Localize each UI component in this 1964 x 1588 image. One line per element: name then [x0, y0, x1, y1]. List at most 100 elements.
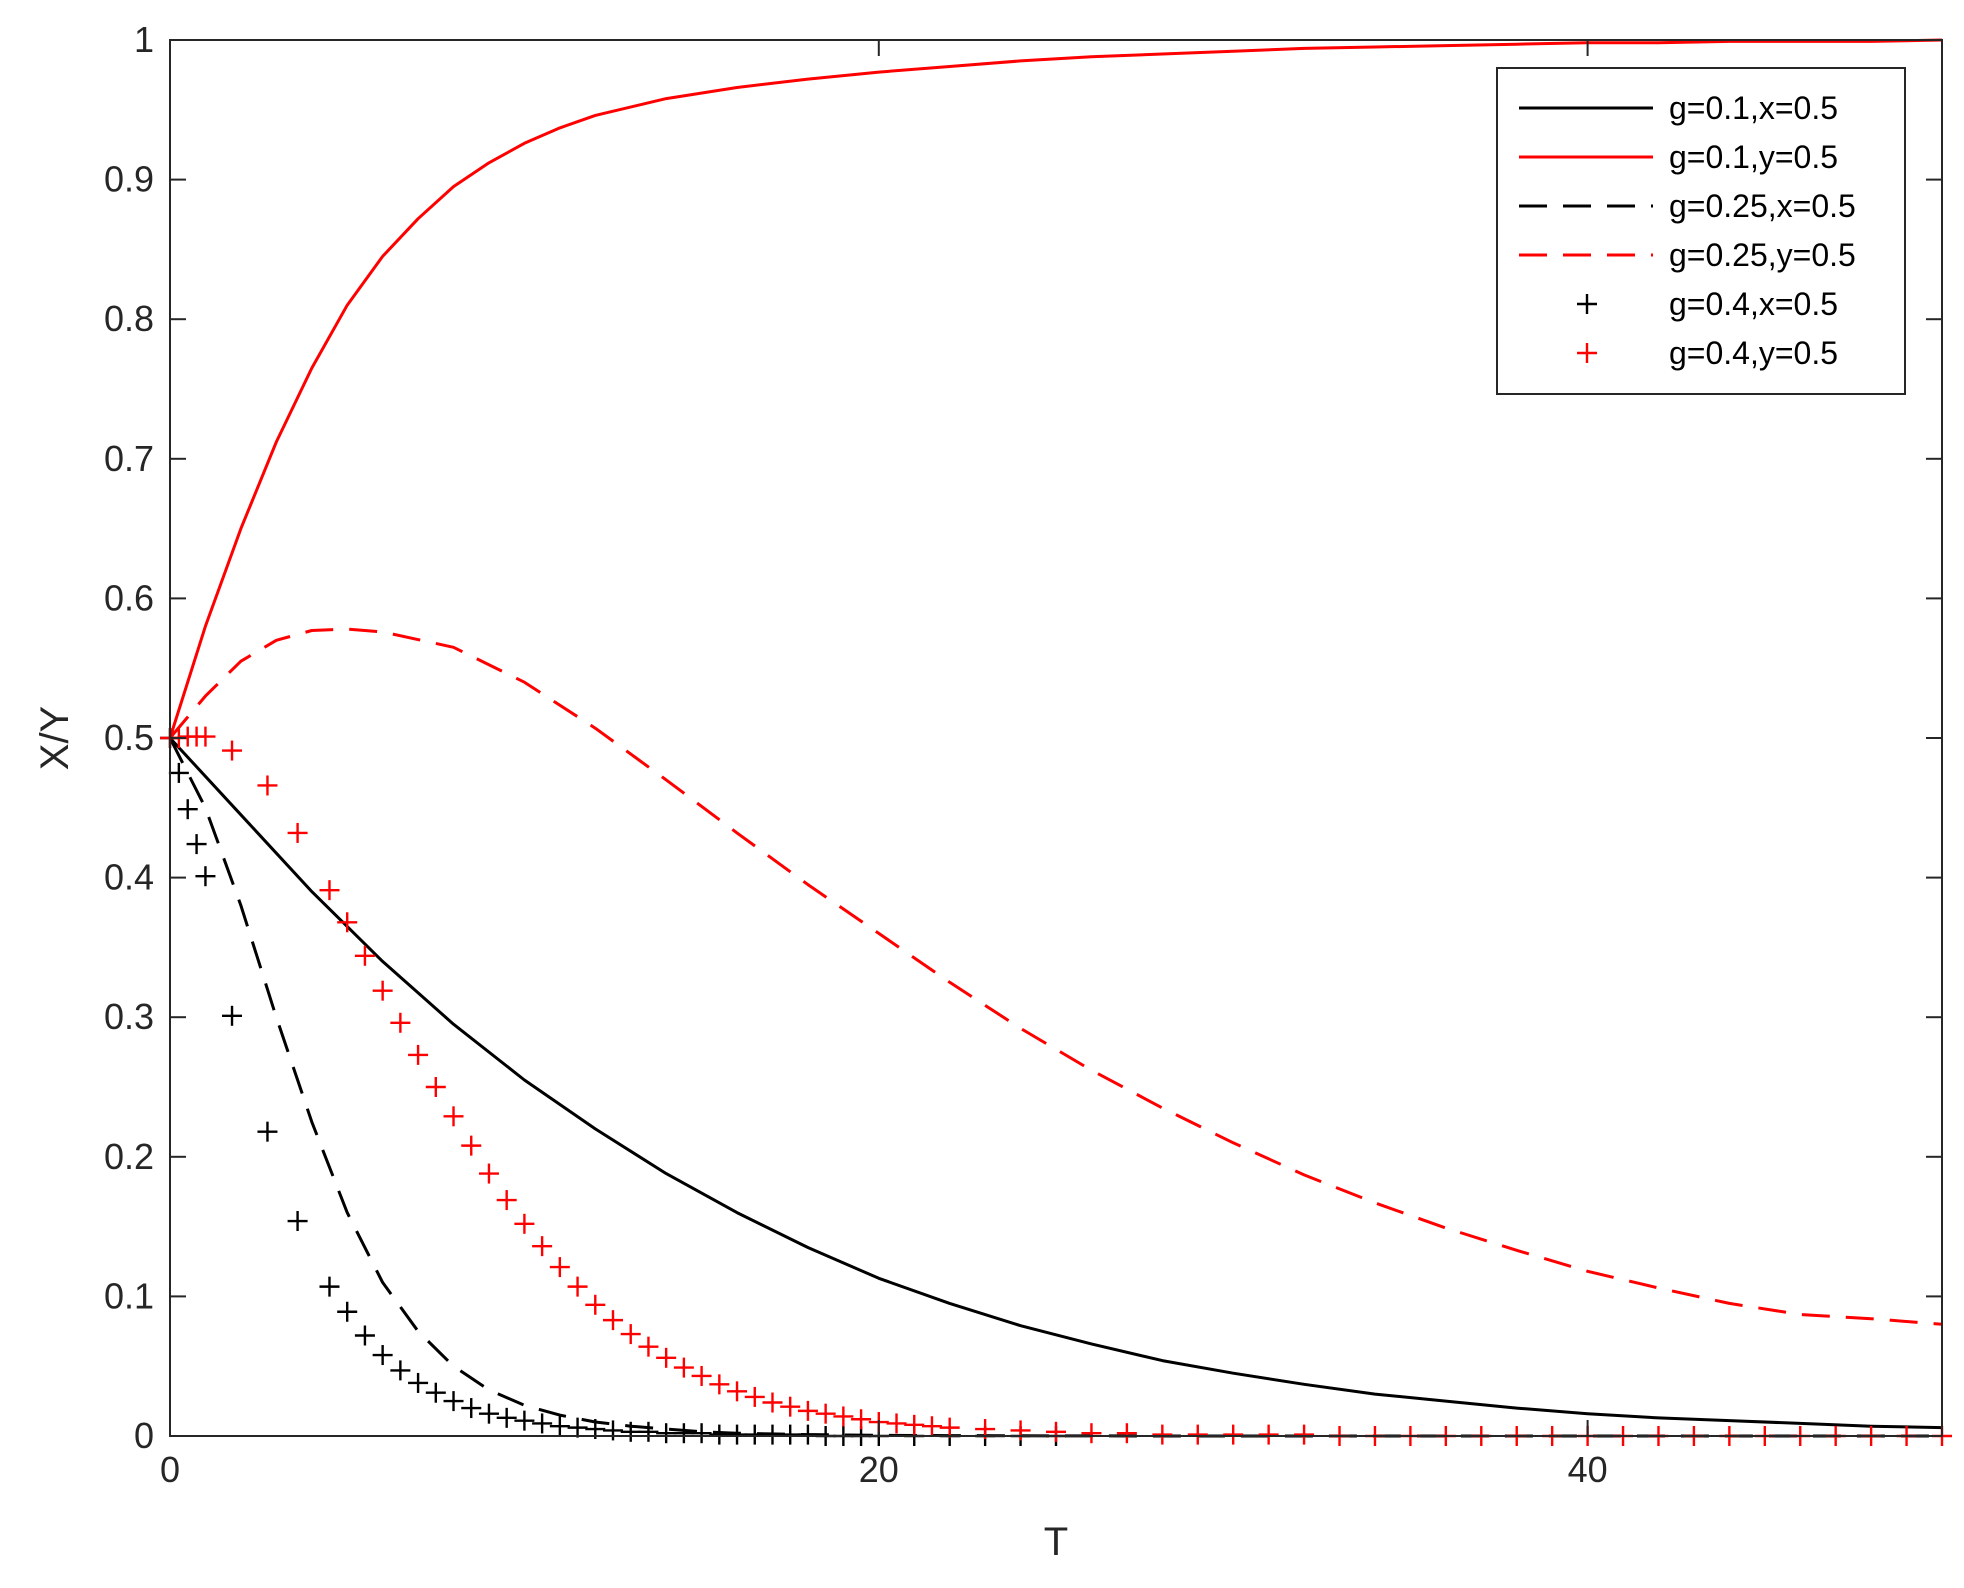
legend-label-6: g=0.4,y=0.5 — [1669, 335, 1838, 371]
y-tick-label-9: 0.8 — [104, 298, 154, 339]
series-6-point-47 — [1046, 1421, 1066, 1442]
series-5-point-12 — [372, 1345, 393, 1366]
series-6-point-20 — [514, 1213, 535, 1234]
series-6-point-22 — [549, 1257, 570, 1278]
series-5-point-25 — [603, 1420, 623, 1441]
series-5-point-6 — [222, 1005, 243, 1026]
series-6-point-33 — [744, 1386, 765, 1407]
series-6-point-52 — [1223, 1424, 1244, 1445]
series-5-point-8 — [287, 1211, 308, 1232]
series-6-point-24 — [585, 1294, 606, 1315]
series-6-point-21 — [532, 1236, 553, 1257]
series-6-point-35 — [780, 1396, 801, 1417]
y-tick-label-7: 0.6 — [104, 577, 154, 618]
series-5-point-35 — [780, 1424, 801, 1445]
series-6-point-12 — [372, 980, 393, 1001]
series-5-point-33 — [744, 1424, 765, 1445]
series-6-point-16 — [443, 1106, 464, 1127]
series-6-point-11 — [354, 945, 375, 966]
legend-entry-5: g=0.4,x=0.5 — [1577, 286, 1838, 322]
series-5-point-18 — [478, 1403, 499, 1424]
series-6-point-5 — [195, 726, 216, 747]
series-6-point-29 — [673, 1357, 694, 1378]
series-4-line — [168, 627, 1943, 1326]
legend-entry-3: g=0.25,x=0.5 — [1519, 188, 1856, 224]
series-5-point-30 — [691, 1423, 712, 1444]
series-6-point-54 — [1294, 1424, 1315, 1445]
series-6-point-51 — [1187, 1424, 1208, 1445]
series-6-point-32 — [727, 1381, 748, 1402]
y-tick-label-10: 0.9 — [104, 159, 154, 200]
y-tick-label-8: 0.7 — [104, 438, 154, 479]
series-6-point-30 — [691, 1365, 712, 1386]
series-6-point-37 — [815, 1403, 836, 1424]
y-tick-label-11: 1 — [134, 19, 154, 60]
series-6-point-18 — [478, 1163, 499, 1184]
series-6-point-15 — [425, 1077, 446, 1097]
series-6-point-19 — [496, 1190, 517, 1211]
y-tick-label-1: 0 — [134, 1415, 154, 1456]
series-5-point-13 — [390, 1360, 411, 1381]
series-6-point-17 — [461, 1135, 482, 1156]
series-5-point-27 — [638, 1421, 659, 1442]
y-tick-label-6: 0.5 — [104, 717, 154, 758]
series-5-point-19 — [496, 1407, 517, 1428]
series-6-point-46 — [1010, 1420, 1031, 1441]
legend-label-5: g=0.4,x=0.5 — [1669, 286, 1838, 322]
series-5-point-16 — [443, 1391, 464, 1412]
series-6-point-50 — [1152, 1424, 1173, 1445]
x-tick-label-1: 0 — [160, 1449, 180, 1490]
series-5-point-31 — [709, 1424, 730, 1445]
series-6-point-38 — [833, 1406, 854, 1427]
series-5-point-15 — [425, 1382, 446, 1403]
series-5-point-2 — [168, 762, 189, 783]
y-tick-label-3: 0.2 — [104, 1136, 154, 1177]
series-6-point-10 — [337, 912, 358, 933]
series-6-point-36 — [797, 1400, 818, 1421]
legend-marker-6 — [1577, 343, 1597, 363]
legend-label-3: g=0.25,x=0.5 — [1669, 188, 1856, 224]
series-6-point-14 — [408, 1044, 429, 1065]
series-6-point-49 — [1116, 1423, 1137, 1444]
legend-label-1: g=0.1,x=0.5 — [1669, 90, 1838, 126]
series-5-point-22 — [549, 1416, 570, 1437]
y-axis-label: X/Y — [33, 706, 77, 770]
series-6-point-41 — [886, 1413, 907, 1434]
series-5-point-7 — [257, 1121, 278, 1142]
legend-entry-6: g=0.4,y=0.5 — [1577, 335, 1838, 371]
series-5-point-28 — [656, 1423, 677, 1444]
series-5-point-5 — [195, 866, 216, 887]
series-6-point-39 — [851, 1409, 872, 1430]
series-6-point-28 — [656, 1347, 677, 1368]
legend-label-2: g=0.1,y=0.5 — [1669, 139, 1838, 175]
series-6-point-31 — [709, 1374, 730, 1395]
series-5-point-3 — [177, 799, 198, 820]
series-6-point-43 — [921, 1416, 942, 1437]
series-6-point-26 — [620, 1324, 641, 1345]
series-5-point-17 — [461, 1398, 482, 1419]
series-5-point-14 — [408, 1372, 429, 1393]
series-5-point-29 — [673, 1423, 694, 1444]
series-6-point-27 — [638, 1336, 659, 1357]
series-5-point-4 — [186, 834, 207, 855]
legend-box — [1496, 67, 1906, 395]
series-5-point-26 — [620, 1421, 641, 1442]
legend-entry-4: g=0.25,y=0.5 — [1519, 237, 1856, 273]
y-tick-label-2: 0.1 — [104, 1275, 154, 1316]
x-tick-label-3: 40 — [1568, 1449, 1608, 1490]
series-5-point-32 — [727, 1424, 748, 1445]
series-5-point-34 — [762, 1424, 783, 1445]
axes-layer: 0 20 40 0 0.1 0.2 0.3 0.4 0.5 0.6 0.7 0.8 0.9 1 — [104, 19, 1943, 1490]
series-6-point-23 — [567, 1276, 588, 1297]
series-6-point-6 — [222, 740, 243, 761]
series-6-point-48 — [1081, 1423, 1102, 1444]
series-5-point-21 — [532, 1413, 553, 1434]
series-2-line — [168, 38, 1943, 739]
legend-entry-1: g=0.1,x=0.5 — [1519, 90, 1838, 126]
series-5-point-23 — [567, 1417, 588, 1438]
series-5-point-11 — [354, 1325, 375, 1346]
series-6-point-13 — [390, 1012, 411, 1033]
series-6-point-9 — [319, 880, 340, 901]
series-5-point-9 — [319, 1276, 340, 1297]
